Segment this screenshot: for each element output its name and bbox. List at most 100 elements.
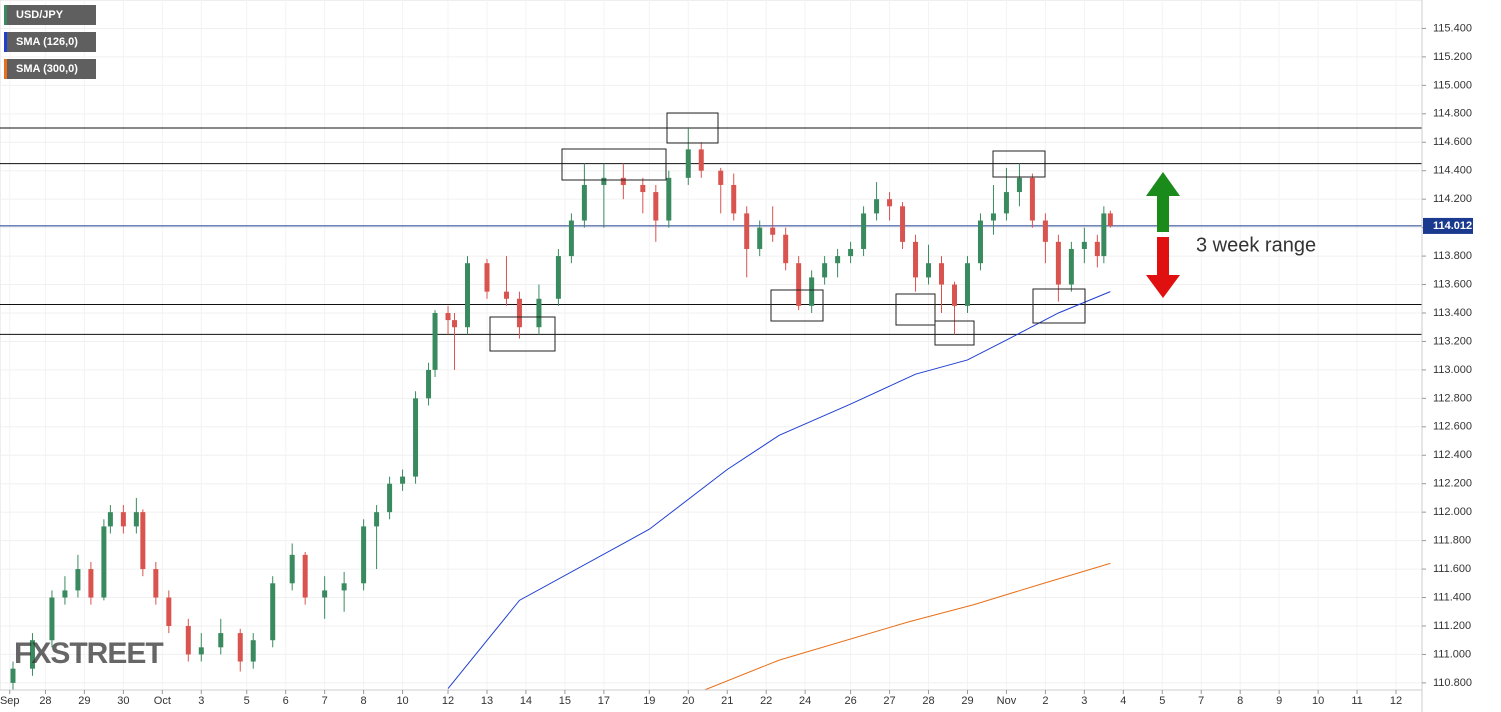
candle-body — [432, 312, 438, 370]
candle-body — [341, 583, 347, 591]
candle-body — [568, 220, 574, 257]
y-tick-label: 112.800 — [1433, 392, 1472, 404]
candle-body — [698, 149, 704, 171]
legend-item: SMA (126,0) — [4, 32, 96, 52]
candle-body — [809, 277, 815, 306]
x-tick-label: 29 — [78, 695, 90, 707]
candle-body — [361, 526, 367, 584]
candle-body — [887, 199, 893, 207]
candle-body — [874, 199, 880, 214]
candle-body — [653, 192, 659, 221]
candle-body — [1101, 213, 1107, 257]
x-tick-label: 10 — [1312, 695, 1324, 707]
candle-body — [581, 184, 587, 221]
candle-body — [1055, 241, 1061, 285]
box — [561, 148, 667, 181]
candle-body — [185, 625, 191, 655]
candle-body — [640, 184, 646, 193]
candle-body — [374, 512, 380, 527]
candle-body — [1094, 241, 1100, 257]
box — [1032, 288, 1086, 324]
candle-body — [913, 241, 919, 278]
y-tick-label: 111.600 — [1433, 563, 1471, 575]
candle-body — [1107, 213, 1113, 226]
x-tick-label: 5 — [1159, 695, 1165, 707]
up-arrow — [1146, 172, 1180, 232]
y-tick-label: 112.200 — [1433, 478, 1472, 490]
candle-body — [289, 554, 295, 584]
legend-swatch — [4, 5, 7, 25]
legend-item: USD/JPY — [4, 5, 96, 25]
x-tick-label: 20 — [682, 695, 694, 707]
y-tick-label: 114.200 — [1433, 193, 1472, 205]
candle-body — [783, 234, 789, 264]
candle-body — [1081, 241, 1087, 249]
y-tick-label: 111.000 — [1433, 648, 1471, 660]
candle-body — [1042, 220, 1048, 242]
candle-body — [452, 320, 458, 328]
x-tick-label: 13 — [481, 695, 493, 707]
candle-body — [29, 640, 35, 669]
box — [666, 112, 719, 144]
legend-swatch — [4, 59, 7, 79]
candle-body — [1068, 248, 1074, 285]
x-tick-label: 11 — [1351, 695, 1362, 707]
candle-body — [198, 647, 204, 655]
candle-body — [1003, 192, 1009, 214]
x-tick-label: 15 — [559, 695, 571, 707]
candle-body — [49, 597, 55, 641]
legend-item: SMA (300,0) — [4, 59, 96, 79]
x-tick-label: 12 — [1390, 695, 1402, 707]
candle-body — [620, 177, 626, 185]
x-tick-label: 28 — [922, 695, 934, 707]
x-tick-label: 4 — [1120, 695, 1126, 707]
candle-body — [153, 569, 159, 598]
y-tick-label: 115.400 — [1433, 22, 1472, 34]
candle-body — [133, 512, 139, 527]
y-tick-label: 111.200 — [1433, 620, 1471, 632]
candle-body — [302, 554, 308, 598]
sma-line — [704, 562, 1111, 690]
y-tick-label: 114.800 — [1433, 108, 1472, 120]
candle-body — [964, 263, 970, 306]
x-tick-label: 28 — [39, 695, 51, 707]
last-price-label: 114.012 — [1433, 220, 1472, 232]
candle-body — [601, 177, 607, 185]
candle-body — [322, 590, 328, 598]
y-tick-label: 114.400 — [1433, 165, 1472, 177]
candle-body — [465, 263, 471, 328]
candle-body — [822, 263, 828, 278]
x-tick-label: 21 — [721, 695, 733, 707]
x-tick-label: 3 — [198, 695, 204, 707]
box — [992, 150, 1046, 178]
candle-body — [10, 668, 16, 683]
marks — [0, 127, 1422, 690]
y-tick-label: 113.000 — [1433, 364, 1472, 376]
candle-body — [484, 263, 490, 292]
x-tick-label: 10 — [396, 695, 408, 707]
candle-body — [900, 206, 906, 242]
x-tick-label: 14 — [520, 695, 532, 707]
x-tick-label: 5 — [244, 695, 250, 707]
y-tick-label: 112.600 — [1433, 421, 1472, 433]
range-arrows — [1146, 172, 1180, 298]
y-tick-label: 113.800 — [1433, 250, 1472, 262]
x-tick-label: 7 — [322, 695, 328, 707]
legend-swatch — [4, 32, 7, 52]
x-tick-label: 12 — [442, 695, 454, 707]
x-tick-label: 8 — [1237, 695, 1243, 707]
candle-body — [516, 298, 522, 328]
sma-line — [447, 291, 1111, 689]
candle-body — [166, 597, 172, 626]
x-tick-label: 3 — [1081, 695, 1087, 707]
x-tick-label: 29 — [961, 695, 973, 707]
x-tick-label: 24 — [799, 695, 811, 707]
x-tick-label: 22 — [760, 695, 772, 707]
x-tick-label: Sep — [0, 695, 20, 707]
candle-body — [387, 483, 393, 513]
candle-body — [848, 248, 854, 257]
x-tick-label: 27 — [883, 695, 895, 707]
x-tick-label: 9 — [1276, 695, 1282, 707]
legend-label: SMA (300,0) — [16, 63, 78, 75]
